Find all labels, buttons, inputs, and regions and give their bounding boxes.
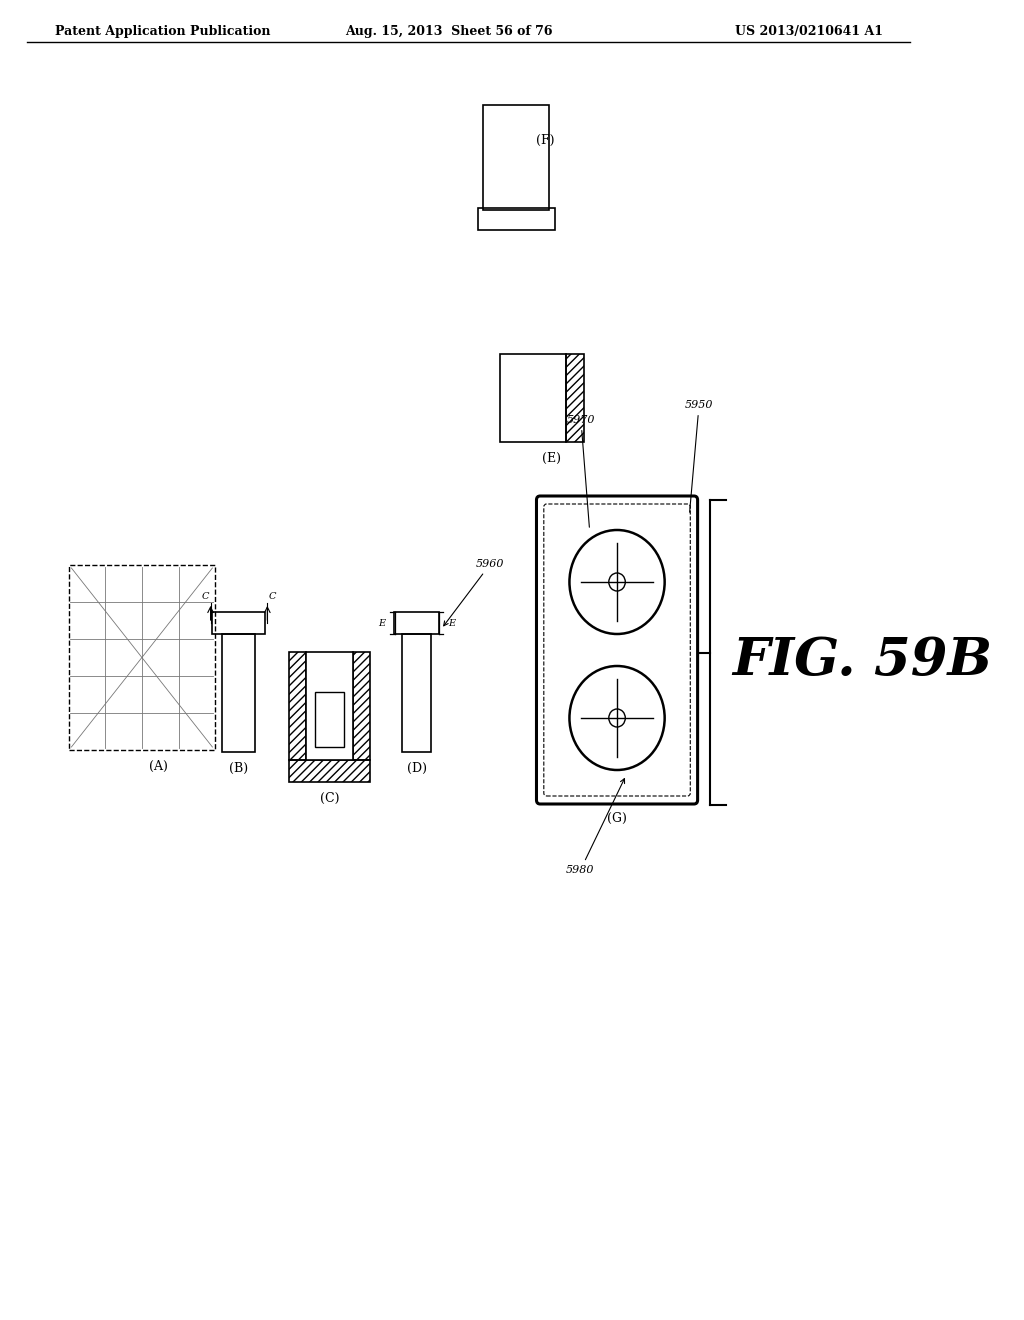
Text: (G): (G): [607, 812, 627, 825]
Text: (C): (C): [319, 792, 339, 805]
Bar: [566, 354, 584, 442]
Bar: [290, 760, 370, 781]
Text: E: E: [447, 619, 455, 627]
Text: (F): (F): [537, 133, 555, 147]
Text: Aug. 15, 2013  Sheet 56 of 76: Aug. 15, 2013 Sheet 56 of 76: [345, 25, 552, 38]
Text: 5970: 5970: [566, 414, 595, 527]
Text: (B): (B): [229, 762, 249, 775]
Text: C: C: [202, 591, 209, 601]
Bar: [306, 652, 353, 760]
Bar: [581, 632, 653, 668]
Bar: [212, 612, 265, 634]
Text: Patent Application Publication: Patent Application Publication: [55, 25, 270, 38]
Text: 5950: 5950: [685, 400, 714, 512]
Bar: [353, 652, 370, 760]
Bar: [290, 652, 306, 760]
FancyBboxPatch shape: [537, 496, 697, 804]
Text: 5980: 5980: [566, 779, 625, 875]
Bar: [478, 209, 555, 230]
Bar: [393, 612, 439, 634]
Text: C: C: [269, 591, 276, 601]
Bar: [315, 692, 344, 747]
Text: FIG. 59B: FIG. 59B: [732, 635, 992, 685]
Bar: [500, 354, 566, 442]
Bar: [69, 565, 215, 750]
Text: 5960: 5960: [443, 558, 505, 626]
Bar: [222, 634, 255, 752]
Text: (E): (E): [542, 451, 560, 465]
Text: (D): (D): [407, 762, 427, 775]
Text: US 2013/0210641 A1: US 2013/0210641 A1: [734, 25, 883, 38]
Text: E: E: [378, 619, 385, 627]
Text: (A): (A): [148, 760, 168, 774]
Bar: [483, 106, 549, 210]
Bar: [401, 634, 431, 752]
